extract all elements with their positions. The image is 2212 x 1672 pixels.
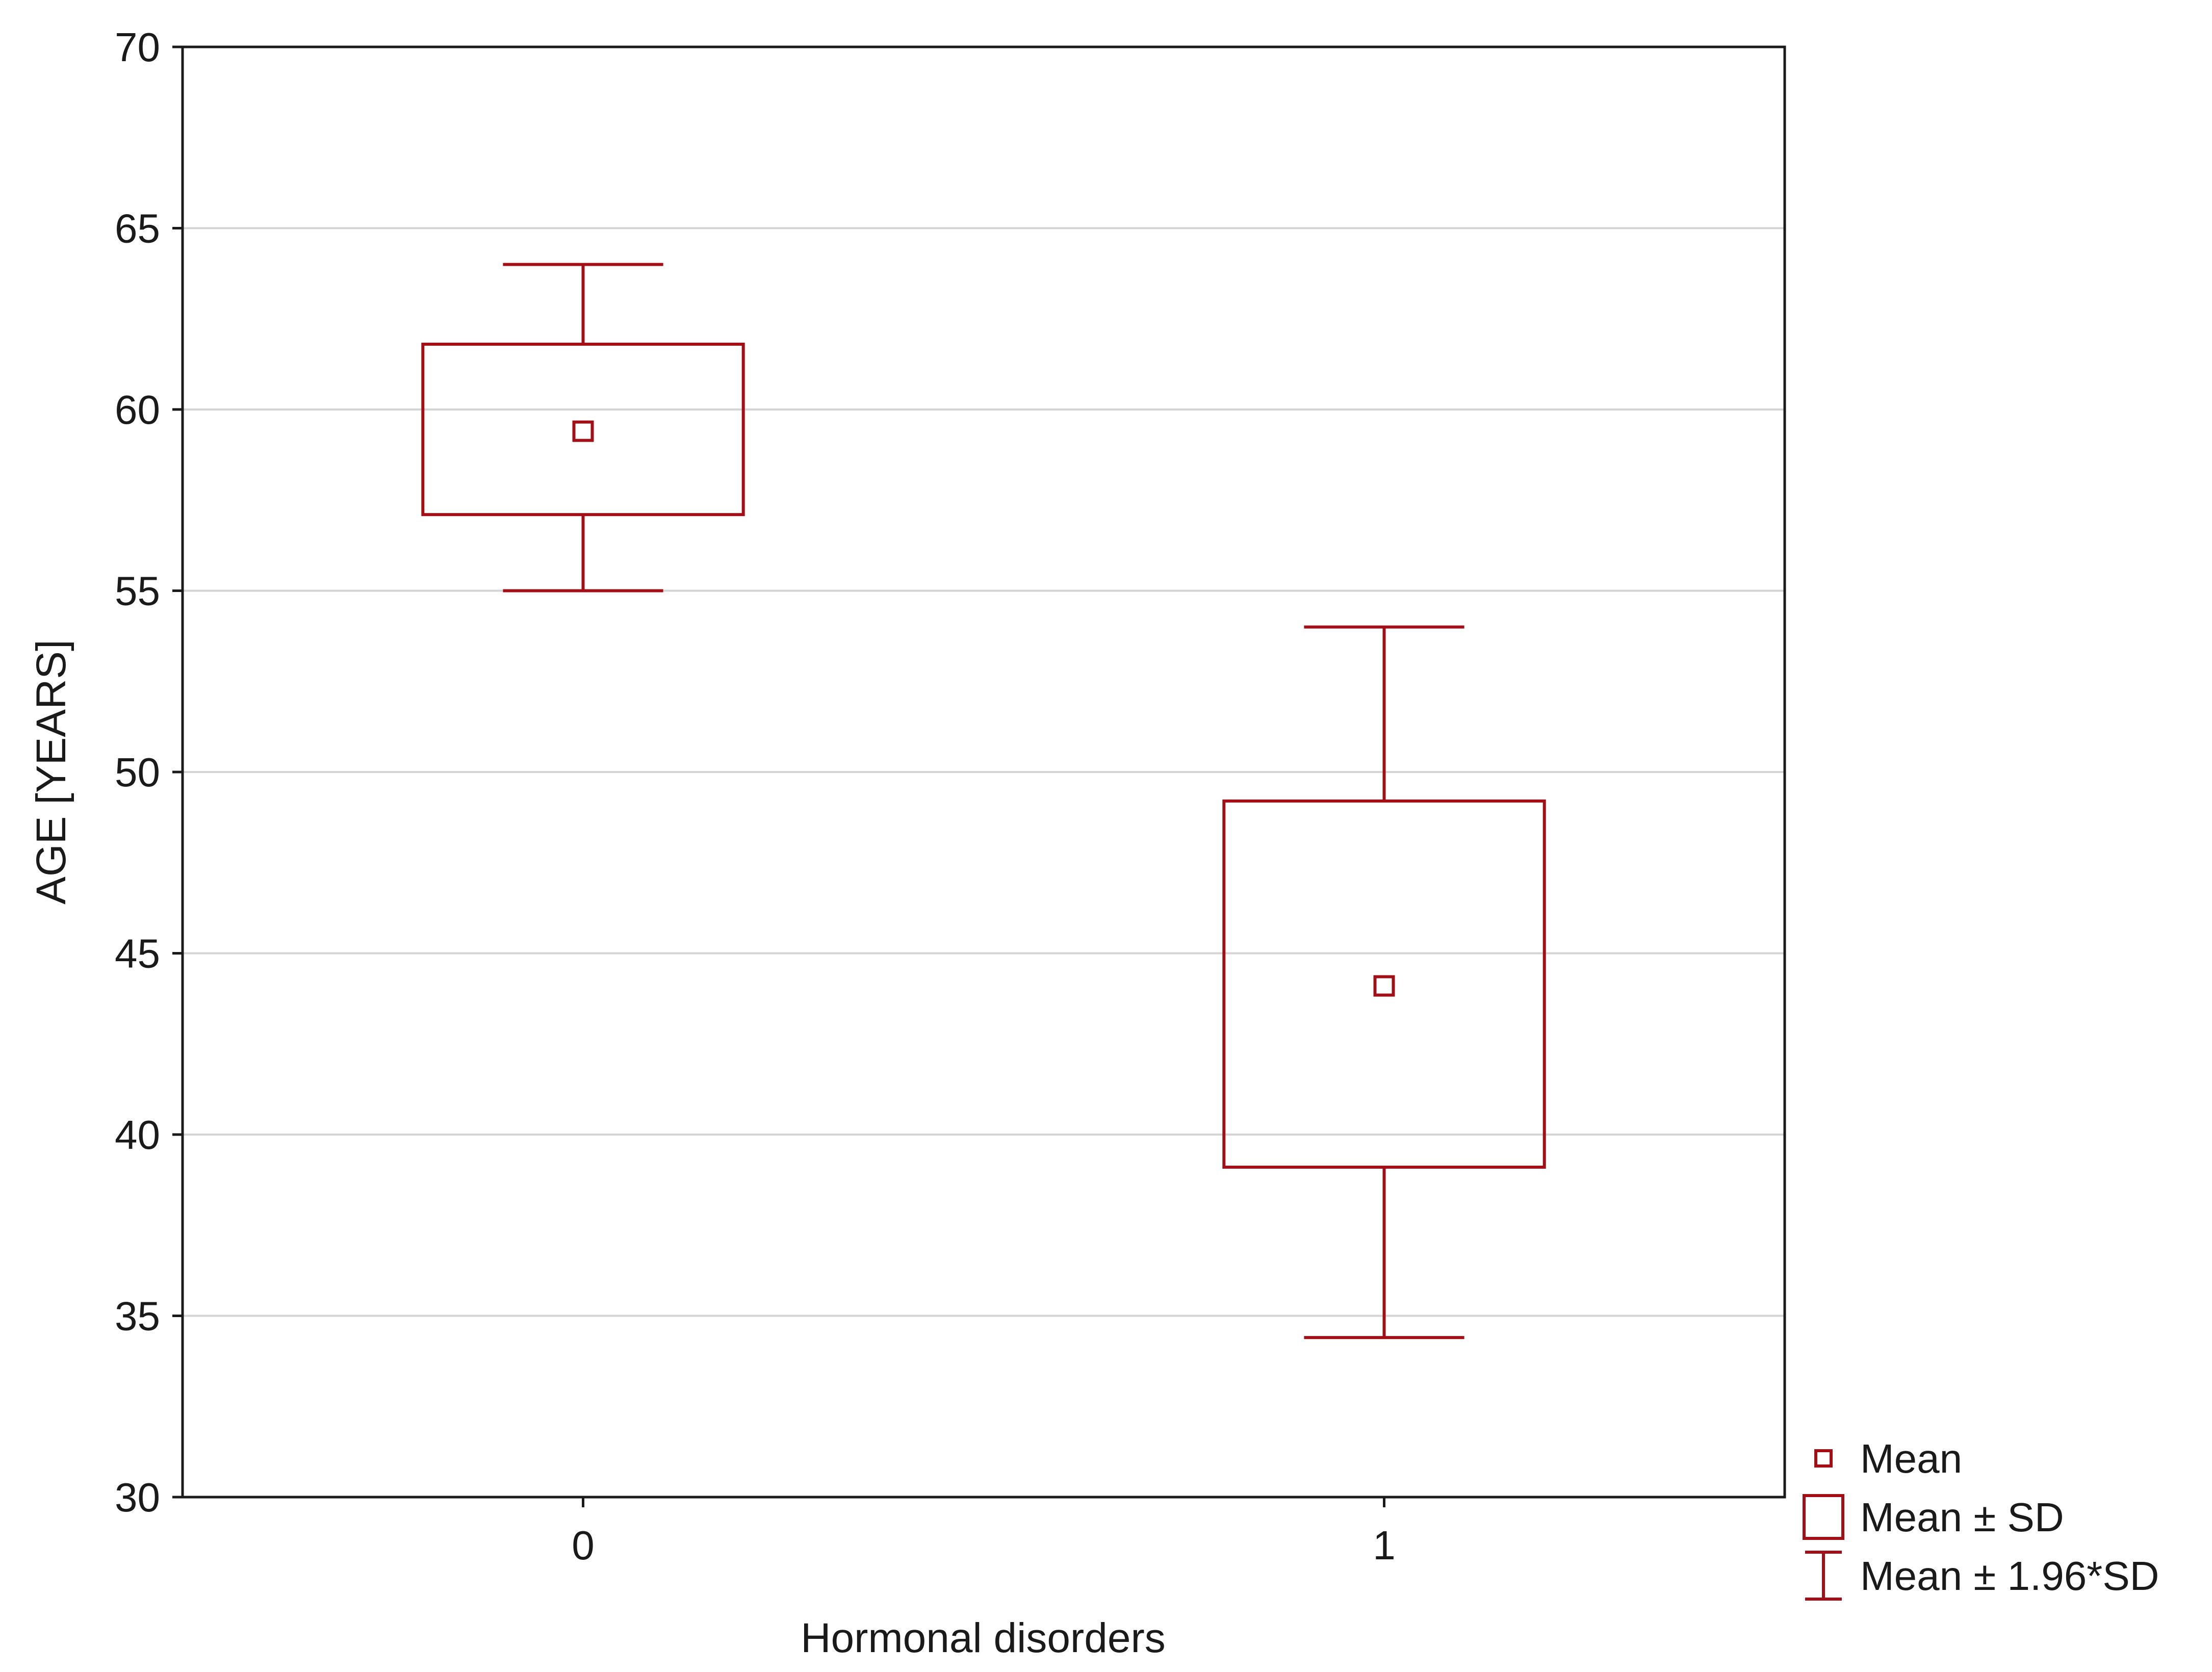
x-tick-label: 0 xyxy=(572,1523,595,1568)
y-axis: 30 35 40 45 50 55 60 65 70 xyxy=(115,24,183,1520)
x-axis-label: Hormonal disorders xyxy=(801,1615,1166,1661)
y-tick-label: 65 xyxy=(115,206,160,251)
legend-item-mean: Mean xyxy=(1814,1436,1962,1481)
y-tick-label: 35 xyxy=(115,1294,160,1339)
legend-whisker-symbol xyxy=(1805,1551,1842,1601)
y-tick-label: 50 xyxy=(115,750,160,795)
y-tick-label: 70 xyxy=(115,24,160,70)
sd-box xyxy=(1222,799,1546,1169)
legend-box-symbol xyxy=(1803,1494,1844,1540)
series xyxy=(421,263,1546,1340)
legend-item-box: Mean ± SD xyxy=(1803,1494,2064,1540)
category-0 xyxy=(421,263,745,593)
y-axis-label: AGE [YEARS] xyxy=(28,639,74,905)
legend-mean-symbol xyxy=(1814,1449,1833,1468)
legend-label: Mean ± SD xyxy=(1860,1495,2064,1540)
y-tick-label: 60 xyxy=(115,387,160,432)
mean-marker xyxy=(1373,975,1395,997)
y-tick-label: 40 xyxy=(115,1112,160,1157)
y-tick-label: 55 xyxy=(115,569,160,614)
legend-label: Mean ± 1.96*SD xyxy=(1860,1553,2159,1599)
category-1 xyxy=(1222,625,1546,1340)
legend: Mean Mean ± SD Mean ± 1.96*SD xyxy=(1803,1436,2159,1601)
legend-item-whisker: Mean ± 1.96*SD xyxy=(1805,1551,2159,1601)
y-tick-label: 45 xyxy=(115,931,160,976)
mean-marker xyxy=(572,420,594,442)
gridlines xyxy=(183,227,1785,1317)
legend-label: Mean xyxy=(1860,1436,1962,1481)
sd-box xyxy=(421,343,745,517)
x-tick-label: 1 xyxy=(1373,1523,1396,1568)
y-tick-label: 30 xyxy=(115,1475,160,1520)
